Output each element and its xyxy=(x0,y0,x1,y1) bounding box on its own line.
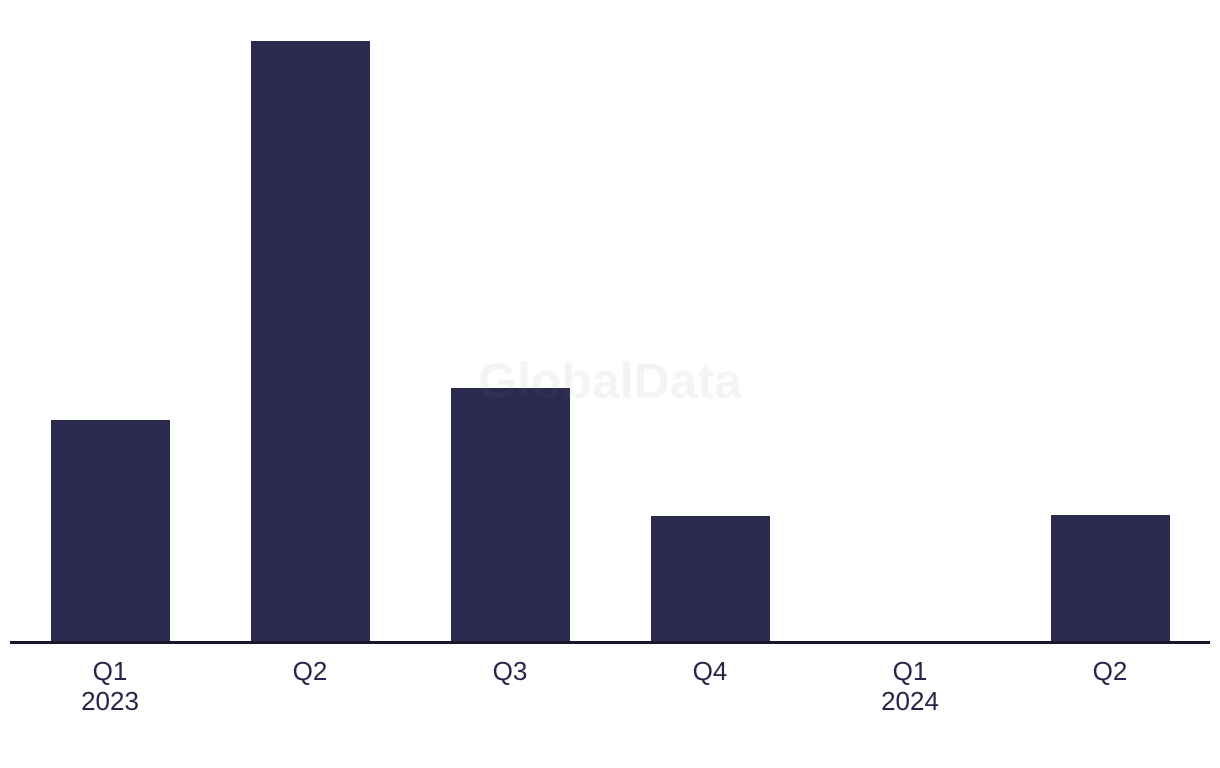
x-tick-label-5: Q2 xyxy=(1010,656,1210,716)
quarter-label: Q2 xyxy=(292,656,328,686)
quarter-label: Q1 xyxy=(892,656,928,686)
quarter-label: Q4 xyxy=(692,656,728,686)
plot-area xyxy=(10,41,1210,641)
x-tick-label-3: Q4 xyxy=(610,656,810,716)
x-axis-line xyxy=(10,641,1210,644)
x-axis-labels: Q1 2023 Q2 Q3 Q4 Q1 2024 Q2 xyxy=(10,656,1210,716)
bar-Q4-3 xyxy=(650,516,770,641)
bar-Q3-2 xyxy=(450,388,570,641)
bar-Q2-5 xyxy=(1050,515,1170,641)
bar-Q1-2023-0 xyxy=(50,420,170,641)
x-tick-label-4: Q1 2024 xyxy=(810,656,1010,716)
quarter-label: Q2 xyxy=(1092,656,1128,686)
year-label: 2023 xyxy=(81,686,139,716)
quarter-label: Q1 xyxy=(92,656,128,686)
quarter-label: Q3 xyxy=(492,656,528,686)
x-tick-label-2: Q3 xyxy=(410,656,610,716)
year-label: 2024 xyxy=(881,686,939,716)
x-tick-label-0: Q1 2023 xyxy=(10,656,210,716)
x-tick-label-1: Q2 xyxy=(210,656,410,716)
bar-Q2-1 xyxy=(250,41,370,641)
